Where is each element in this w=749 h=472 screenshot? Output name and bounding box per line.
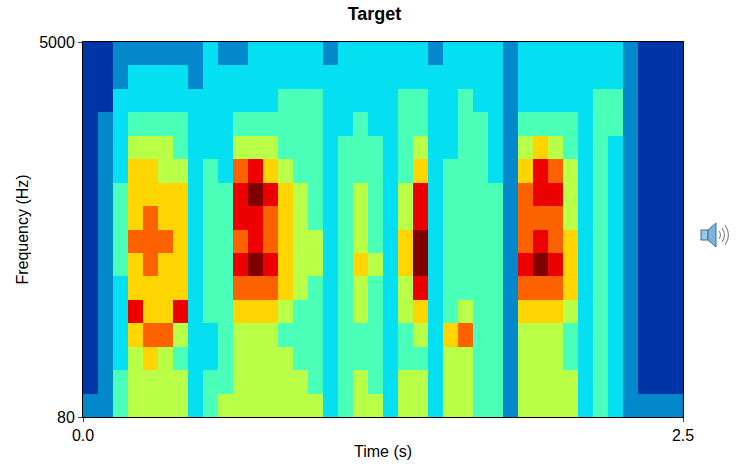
svg-text:80: 80 bbox=[57, 409, 75, 426]
svg-text:5000: 5000 bbox=[39, 34, 75, 51]
svg-text:0.0: 0.0 bbox=[72, 427, 94, 444]
svg-text:Target: Target bbox=[348, 4, 402, 24]
svg-text:2.5: 2.5 bbox=[672, 427, 694, 444]
svg-text:Time (s): Time (s) bbox=[354, 443, 412, 460]
svg-text:Frequency (Hz): Frequency (Hz) bbox=[14, 174, 31, 284]
